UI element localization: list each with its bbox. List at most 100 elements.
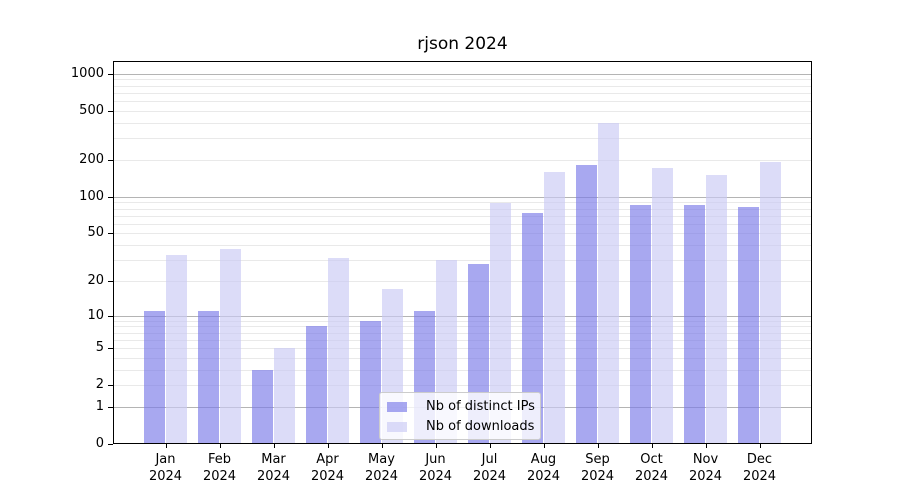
gridline-minor — [113, 202, 812, 204]
x-tick — [381, 444, 383, 448]
x-tick-label: Jul 2024 — [472, 452, 507, 484]
x-tick-label: Jan 2024 — [148, 452, 183, 484]
x-tick — [273, 444, 275, 448]
bar-nb-of-distinct-ips-sep — [575, 165, 598, 444]
bar-nb-of-downloads-jan — [165, 255, 188, 444]
chart-title: rjson 2024 — [417, 34, 508, 54]
plot-area: Nb of distinct IPs Nb of downloads — [108, 61, 812, 448]
x-tick — [543, 444, 545, 448]
legend-label-distinct-ips: Nb of distinct IPs — [426, 399, 535, 414]
bar-nb-of-downloads-oct — [651, 167, 674, 444]
y-tick — [108, 315, 113, 317]
bar-nb-of-downloads-jul — [489, 202, 512, 444]
x-tick — [651, 444, 653, 448]
x-tick-label: Oct 2024 — [634, 452, 669, 484]
bar-nb-of-downloads-apr — [327, 258, 350, 444]
x-tick — [759, 444, 761, 448]
bar-nb-of-distinct-ips-jan — [143, 310, 166, 444]
bar-nb-of-distinct-ips-nov — [683, 205, 706, 444]
legend-label-downloads: Nb of downloads — [426, 419, 535, 434]
y-tick — [108, 348, 113, 349]
x-tick — [435, 444, 437, 448]
y-tick — [108, 280, 113, 282]
y-tick-label: 20 — [87, 272, 104, 288]
gridline-minor — [113, 223, 812, 225]
gridline-major — [113, 73, 812, 75]
y-tick-label: 10 — [87, 307, 104, 323]
bar-nb-of-distinct-ips-oct — [629, 205, 652, 444]
y-tick-label: 5 — [95, 340, 104, 355]
gridline-minor — [113, 348, 812, 349]
bar-nb-of-downloads-mar — [273, 348, 296, 444]
x-tick-label: Aug 2024 — [526, 452, 561, 484]
gridline-minor — [113, 159, 812, 161]
x-tick — [489, 444, 491, 448]
gridline-minor — [113, 320, 812, 322]
gridline-minor — [113, 339, 812, 341]
legend-entry-distinct-ips: Nb of distinct IPs — [387, 398, 535, 415]
bar-nb-of-distinct-ips-feb — [197, 310, 220, 444]
y-tick-label: 500 — [79, 102, 104, 118]
legend-entry-downloads: Nb of downloads — [387, 418, 535, 435]
y-tick-label: 0 — [95, 436, 104, 451]
x-tick — [219, 444, 221, 448]
y-tick-label: 1 — [95, 398, 104, 414]
y-tick — [108, 233, 113, 235]
bar-nb-of-downloads-aug — [543, 171, 566, 444]
bar-nb-of-distinct-ips-apr — [305, 326, 328, 444]
y-tick — [108, 444, 113, 445]
legend-swatch-downloads — [387, 421, 407, 432]
y-tick — [108, 196, 113, 198]
gridline-minor — [113, 92, 812, 94]
gridline-minor — [113, 326, 812, 328]
y-tick-label: 100 — [79, 188, 104, 204]
x-tick-label: Jun 2024 — [418, 452, 453, 484]
gridline-minor — [113, 101, 812, 103]
gridline-minor — [113, 138, 812, 140]
gridline-minor — [113, 369, 812, 371]
x-tick-label: Apr 2024 — [310, 452, 345, 484]
gridline-minor — [113, 110, 812, 112]
gridline-minor — [113, 85, 812, 87]
x-tick-label: Mar 2024 — [256, 452, 291, 484]
gridline-minor — [113, 332, 812, 334]
y-tick-label: 2 — [95, 377, 104, 393]
y-tick — [108, 385, 113, 387]
gridline-major — [113, 315, 812, 317]
bar-nb-of-distinct-ips-may — [359, 320, 382, 444]
x-tick-label: Nov 2024 — [688, 452, 723, 484]
gridline-minor — [113, 233, 812, 235]
bar-nb-of-downloads-sep — [597, 122, 620, 444]
gridline-minor — [113, 79, 812, 81]
gridline-minor — [113, 260, 812, 261]
x-tick-label: May 2024 — [364, 452, 399, 484]
y-tick-label: 1000 — [70, 65, 104, 81]
y-tick-label: 50 — [87, 225, 104, 241]
x-tick — [327, 444, 329, 448]
x-tick-label: Dec 2024 — [742, 452, 777, 484]
gridline-minor — [113, 208, 812, 210]
legend-swatch-distinct-ips — [387, 401, 407, 412]
bar-nb-of-downloads-feb — [219, 249, 242, 444]
y-tick — [108, 73, 113, 75]
bar-nb-of-downloads-dec — [759, 161, 782, 444]
gridline-minor — [113, 385, 812, 387]
gridline-minor — [113, 245, 812, 246]
bar-nb-of-distinct-ips-mar — [251, 369, 274, 444]
x-tick — [597, 444, 599, 448]
y-tick — [108, 406, 113, 408]
bar-nb-of-distinct-ips-aug — [521, 213, 544, 444]
gridline-major — [113, 196, 812, 198]
x-tick-label: Sep 2024 — [580, 452, 615, 484]
x-tick — [705, 444, 707, 448]
x-tick — [165, 444, 167, 448]
bar-nb-of-distinct-ips-dec — [737, 206, 760, 444]
y-tick — [108, 159, 113, 161]
gridline-minor — [113, 280, 812, 282]
gridline-minor — [113, 122, 812, 124]
bar-nb-of-downloads-nov — [705, 175, 728, 444]
legend: Nb of distinct IPs Nb of downloads — [379, 392, 541, 440]
gridline-minor — [113, 357, 812, 359]
x-tick-label: Feb 2024 — [202, 452, 237, 484]
